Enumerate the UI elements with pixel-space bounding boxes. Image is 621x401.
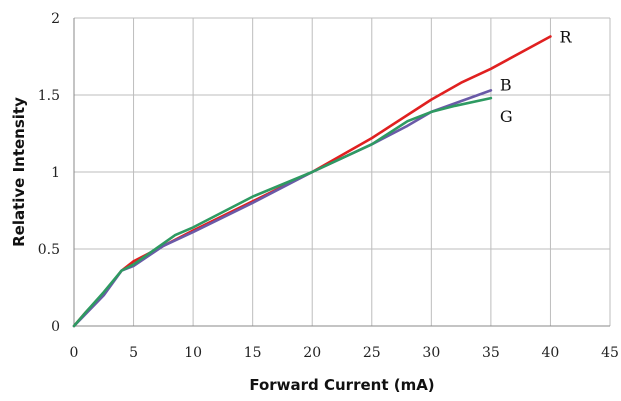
series-label-g: G (500, 107, 513, 126)
x-tick-label: 10 (184, 345, 202, 361)
x-tick-label: 20 (303, 345, 321, 361)
series-label-r: R (559, 27, 572, 46)
axes (73, 18, 610, 327)
x-tick-label: 5 (129, 345, 138, 361)
y-tick-label: 1.5 (38, 88, 60, 104)
y-axis-title: Relative Intensity (10, 97, 28, 247)
y-tick-label: 0.5 (38, 242, 60, 258)
y-tick-label: 2 (51, 11, 60, 27)
series-line-b (72, 89, 493, 328)
y-tick-label: 0 (51, 319, 60, 335)
series-labels: R BG (500, 27, 573, 126)
x-tick-label: 35 (482, 345, 500, 361)
y-tick-label: 1 (51, 165, 60, 181)
series-line-g (72, 96, 493, 328)
series-label-b: B (500, 75, 512, 94)
x-tick-label: 40 (542, 345, 560, 361)
x-axis-title: Forward Current (mA) (249, 376, 434, 394)
x-tick-label: 25 (363, 345, 381, 361)
tick-labels: 0 5 10 15 20 25 30 35 40 45 0 0.5 1 1.5 2 (38, 11, 619, 361)
x-tick-label: 15 (244, 345, 262, 361)
grid (74, 17, 611, 326)
series-lines (72, 35, 552, 328)
x-tick-label: 45 (601, 345, 619, 361)
x-tick-label: 0 (70, 345, 79, 361)
x-tick-label: 30 (422, 345, 440, 361)
